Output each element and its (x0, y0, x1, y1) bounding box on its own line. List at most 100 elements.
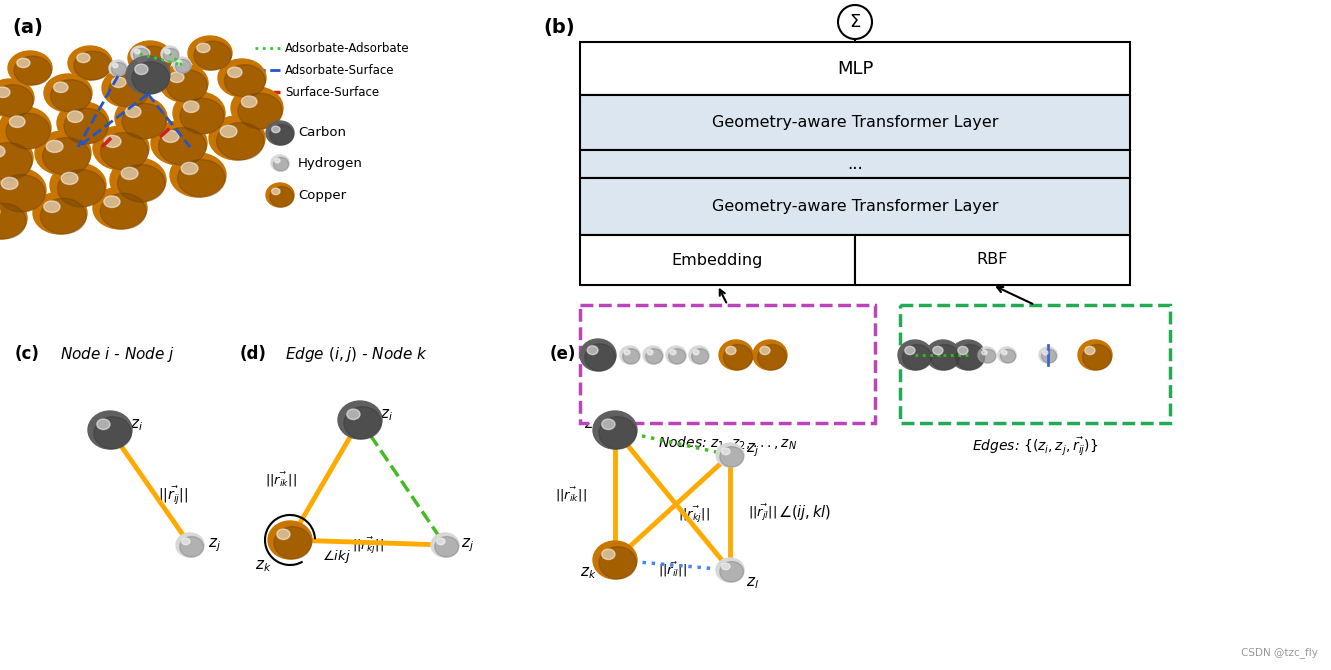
Text: Embedding: Embedding (672, 253, 763, 267)
Ellipse shape (109, 60, 126, 76)
Ellipse shape (620, 346, 640, 364)
Ellipse shape (176, 60, 190, 73)
Ellipse shape (599, 547, 636, 579)
Ellipse shape (77, 53, 91, 62)
Text: Geometry-aware Transformer Layer: Geometry-aware Transformer Layer (712, 199, 998, 214)
Ellipse shape (180, 537, 204, 557)
Ellipse shape (930, 344, 960, 370)
Text: $||\vec{r_{kj}}||$: $||\vec{r_{kj}}||$ (351, 536, 383, 557)
Text: (b): (b) (543, 18, 575, 37)
Ellipse shape (35, 131, 91, 175)
Ellipse shape (97, 419, 110, 429)
Text: Geometry-aware Transformer Layer: Geometry-aware Transformer Layer (712, 115, 998, 130)
Text: $z_j$: $z_j$ (461, 536, 474, 554)
Ellipse shape (68, 111, 83, 123)
Ellipse shape (150, 121, 208, 165)
Ellipse shape (228, 67, 242, 78)
Text: Adsorbate-Adsorbate: Adsorbate-Adsorbate (285, 42, 410, 54)
Text: $||\vec{r_{ik}}||$: $||\vec{r_{ik}}||$ (555, 486, 587, 505)
FancyBboxPatch shape (580, 42, 1130, 95)
Text: Copper: Copper (298, 188, 346, 202)
Ellipse shape (584, 344, 615, 371)
Ellipse shape (220, 125, 237, 137)
Text: RBF: RBF (977, 253, 1008, 267)
Ellipse shape (274, 158, 280, 163)
Text: (c): (c) (15, 345, 40, 363)
Ellipse shape (88, 411, 132, 449)
Ellipse shape (716, 443, 744, 467)
Ellipse shape (0, 145, 5, 157)
Ellipse shape (0, 143, 32, 180)
Ellipse shape (93, 126, 149, 170)
Ellipse shape (647, 350, 654, 355)
Ellipse shape (64, 109, 108, 144)
Ellipse shape (68, 46, 112, 80)
Ellipse shape (760, 346, 771, 354)
Ellipse shape (181, 162, 198, 174)
Ellipse shape (668, 348, 685, 364)
Ellipse shape (624, 350, 630, 355)
Ellipse shape (176, 533, 204, 557)
Ellipse shape (1082, 344, 1111, 370)
Ellipse shape (137, 48, 150, 58)
Ellipse shape (594, 411, 638, 449)
Ellipse shape (602, 549, 615, 559)
Ellipse shape (580, 339, 616, 371)
Text: MLP: MLP (837, 60, 873, 78)
Ellipse shape (217, 123, 264, 160)
Ellipse shape (177, 159, 225, 197)
FancyBboxPatch shape (580, 95, 1130, 150)
Ellipse shape (158, 127, 206, 165)
Ellipse shape (13, 56, 52, 85)
Ellipse shape (692, 348, 708, 364)
Ellipse shape (241, 96, 257, 107)
Ellipse shape (170, 153, 226, 197)
Ellipse shape (981, 350, 988, 355)
Ellipse shape (721, 448, 729, 455)
Ellipse shape (61, 172, 79, 184)
Ellipse shape (177, 60, 182, 65)
Text: (e): (e) (550, 345, 576, 363)
Ellipse shape (0, 107, 51, 149)
Ellipse shape (128, 41, 172, 75)
Ellipse shape (266, 183, 294, 207)
FancyBboxPatch shape (580, 150, 1130, 178)
FancyBboxPatch shape (580, 305, 874, 423)
Ellipse shape (218, 59, 266, 97)
Ellipse shape (122, 103, 166, 139)
Ellipse shape (689, 346, 709, 364)
Text: Edge $(i,j)$ - Node $k$: Edge $(i,j)$ - Node $k$ (285, 345, 427, 364)
Ellipse shape (44, 201, 60, 212)
Ellipse shape (134, 46, 172, 75)
Ellipse shape (114, 97, 166, 139)
Ellipse shape (75, 51, 112, 80)
Ellipse shape (0, 168, 47, 212)
Text: Carbon: Carbon (298, 127, 346, 139)
Text: $z_k$: $z_k$ (256, 558, 272, 574)
Ellipse shape (347, 409, 359, 419)
Ellipse shape (51, 163, 106, 207)
Ellipse shape (165, 50, 170, 54)
Ellipse shape (272, 155, 289, 171)
Ellipse shape (130, 46, 149, 62)
Text: Nodes: $z_1, z_2, ..., z_N$: Nodes: $z_1, z_2, ..., z_N$ (658, 435, 797, 452)
Text: Hydrogen: Hydrogen (298, 157, 363, 170)
Ellipse shape (180, 98, 224, 134)
Ellipse shape (133, 48, 149, 62)
Ellipse shape (716, 558, 744, 582)
Text: $z_i$: $z_i$ (584, 417, 598, 433)
Ellipse shape (164, 48, 178, 62)
Ellipse shape (101, 133, 148, 170)
Ellipse shape (933, 346, 942, 354)
Ellipse shape (898, 340, 932, 370)
Text: $z_l$: $z_l$ (745, 575, 759, 591)
Ellipse shape (110, 158, 166, 202)
Ellipse shape (43, 137, 91, 175)
Ellipse shape (93, 187, 146, 229)
Text: Edges: $\{( z_i, z_j, \vec{r_{ij}})\}$: Edges: $\{( z_i, z_j, \vec{r_{ij}})\}$ (972, 435, 1098, 457)
Text: $\Sigma$: $\Sigma$ (849, 13, 861, 31)
Ellipse shape (225, 65, 265, 97)
Ellipse shape (57, 102, 109, 144)
Ellipse shape (0, 84, 33, 117)
Text: $\angle ikj$: $\angle ikj$ (322, 548, 351, 565)
